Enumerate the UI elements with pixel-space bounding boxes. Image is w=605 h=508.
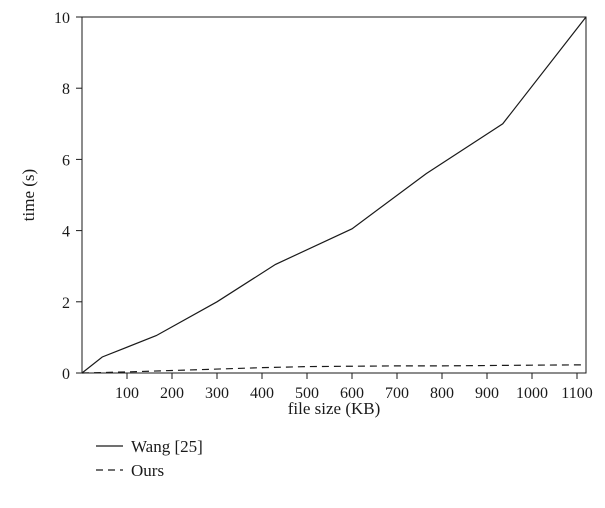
x-tick-label: 200 [160, 385, 184, 402]
x-tick-label: 800 [430, 385, 454, 402]
x-tick-label: 600 [340, 385, 364, 402]
x-tick-label: 400 [250, 385, 274, 402]
x-axis-label: file size (KB) [288, 399, 381, 418]
x-tick-label: 900 [475, 385, 499, 402]
legend: Wang [25] Ours [96, 437, 203, 480]
plot-frame [81, 16, 587, 374]
x-tick-label: 1000 [516, 385, 548, 402]
y-axis-ticks: 0 2 4 6 8 10 [54, 10, 82, 383]
series-layer [81, 16, 587, 374]
y-tick-label: 6 [62, 152, 70, 169]
y-tick-label: 2 [62, 295, 70, 312]
y-tick-label: 8 [62, 81, 70, 98]
y-tick-label: 10 [54, 10, 70, 27]
y-axis-label: time (s) [19, 169, 38, 221]
x-tick-label: 100 [115, 385, 139, 402]
legend-label-1: Ours [131, 461, 164, 480]
series-line-1 [81, 364, 587, 374]
x-tick-label: 1100 [561, 385, 592, 402]
y-tick-label: 4 [62, 224, 70, 241]
series-line-0 [81, 16, 587, 374]
x-axis-ticks: 100 200 300 400 500 600 700 800 900 1000 1100 [115, 373, 593, 402]
legend-label-0: Wang [25] [131, 437, 203, 456]
x-tick-label: 700 [385, 385, 409, 402]
y-tick-label: 0 [62, 366, 70, 383]
x-tick-label: 500 [295, 385, 319, 402]
x-tick-label: 300 [205, 385, 229, 402]
